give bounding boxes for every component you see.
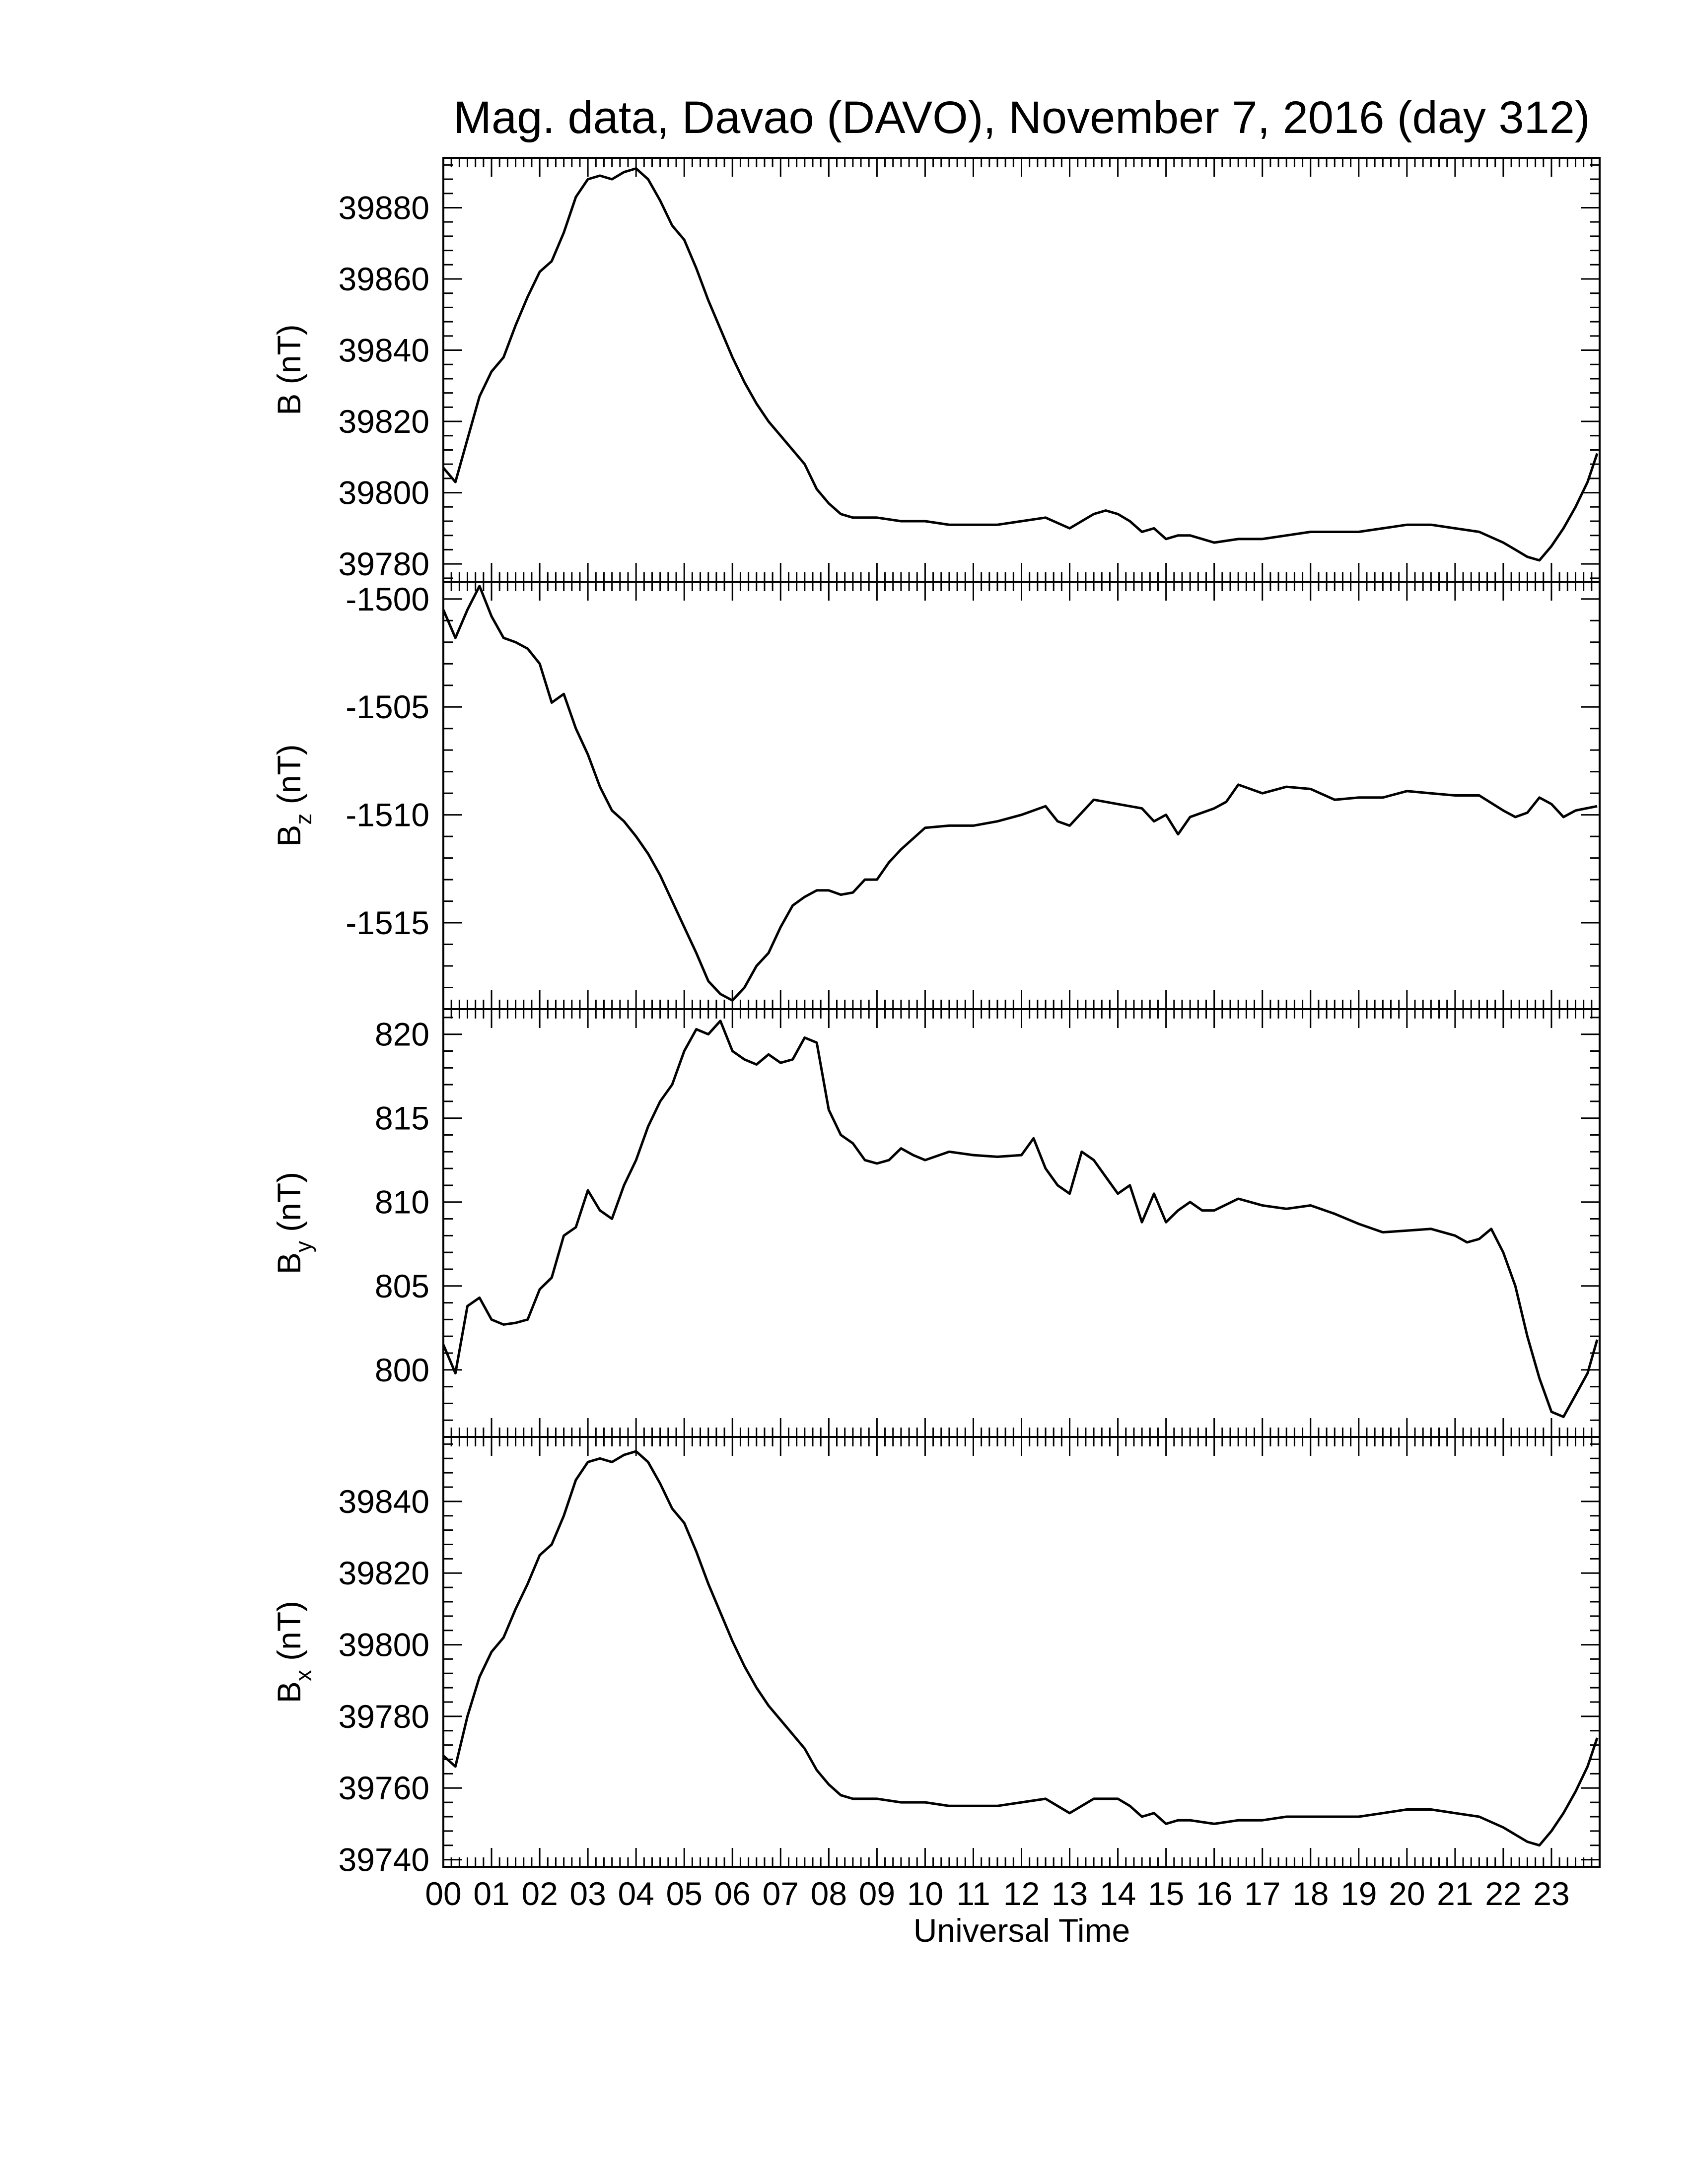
y-tick-label: -1505: [346, 688, 429, 725]
panel-bx: 39740 39760 39780 39800 39820 39840 Bx (nT): [271, 1436, 1601, 1878]
x-tick-label: 02: [521, 1875, 558, 1912]
y-tick-label: -1510: [346, 797, 429, 833]
x-tick-label: 04: [618, 1875, 654, 1912]
series-line-by: [442, 1020, 1599, 1418]
x-tick-label: 01: [473, 1875, 509, 1912]
panel-b: 39780 39800 39820 39840 39860 39880 B (nT): [271, 157, 1601, 583]
y-tick-label: 39840: [338, 332, 429, 369]
panel-bz: -1500 -1505 -1510 -1515 Bz (nT): [271, 581, 1601, 1010]
y-axis-label-bx: Bx (nT): [271, 1601, 316, 1703]
y-tick-label: 39840: [338, 1483, 429, 1520]
y-tick-label: 39760: [338, 1770, 429, 1806]
x-tick-label: 22: [1485, 1875, 1521, 1912]
y-axis-label-b: B (nT): [271, 324, 307, 415]
x-tick-label: 14: [1100, 1875, 1136, 1912]
y-tick-label: 39740: [338, 1842, 429, 1878]
series-line-bz: [442, 585, 1598, 1002]
y-axis-label-by: By (nT): [271, 1172, 316, 1274]
x-tick-label: 07: [763, 1875, 799, 1912]
x-axis-label: Universal Time: [914, 1912, 1130, 1949]
x-tick-label: 19: [1340, 1875, 1377, 1912]
y-tick-label: 39780: [338, 546, 429, 582]
y-tick-label: 39800: [338, 475, 429, 511]
x-tick-label: 18: [1292, 1875, 1329, 1912]
y-tick-label: 39800: [338, 1627, 429, 1663]
y-axis-label-bz: Bz (nT): [271, 744, 316, 846]
x-tick-label: 17: [1244, 1875, 1280, 1912]
x-tick-label: 09: [859, 1875, 895, 1912]
y-tick-label: 820: [375, 1016, 429, 1053]
y-tick-label: 805: [375, 1268, 429, 1304]
y-tick-label: 39820: [338, 1555, 429, 1591]
x-tick-label: 16: [1196, 1875, 1232, 1912]
panels-group: 39780 39800 39820 39840 39860 39880 B (nT) -150…: [271, 157, 1601, 1878]
x-axis-tick-labels: 00 01 02 03 04 05 06 07 08 09 10 11 12 13 14 15 16 17 18 19…: [425, 1875, 1569, 1912]
y-tick-label: -1500: [346, 581, 429, 617]
x-tick-label: 20: [1389, 1875, 1425, 1912]
y-tick-label: 810: [375, 1184, 429, 1221]
x-tick-label: 00: [425, 1875, 461, 1912]
x-tick-label: 23: [1533, 1875, 1569, 1912]
figure-title: Mag. data, Davao (DAVO), November 7, 201…: [453, 92, 1590, 143]
y-tick-label: 39860: [338, 261, 429, 297]
y-tick-label: 39880: [338, 189, 429, 226]
y-tick-label: 39780: [338, 1698, 429, 1735]
x-tick-label: 08: [811, 1875, 847, 1912]
x-tick-label: 03: [569, 1875, 606, 1912]
panel-by: 800 805 810 815 820 By (nT): [271, 1008, 1601, 1438]
x-tick-label: 15: [1148, 1875, 1184, 1912]
x-tick-label: 12: [1003, 1875, 1040, 1912]
x-tick-label: 11: [956, 1875, 990, 1912]
y-tick-label: 39820: [338, 403, 429, 440]
x-tick-label: 05: [666, 1875, 702, 1912]
y-tick-label: 815: [375, 1100, 429, 1137]
series-line-bx: [442, 1450, 1599, 1847]
series-line-b: [442, 167, 1599, 562]
x-tick-label: 13: [1052, 1875, 1088, 1912]
y-tick-label: 800: [375, 1352, 429, 1388]
x-tick-label: 06: [714, 1875, 751, 1912]
x-tick-label: 10: [907, 1875, 943, 1912]
y-tick-label: -1515: [346, 904, 429, 941]
x-tick-label: 21: [1437, 1875, 1473, 1912]
